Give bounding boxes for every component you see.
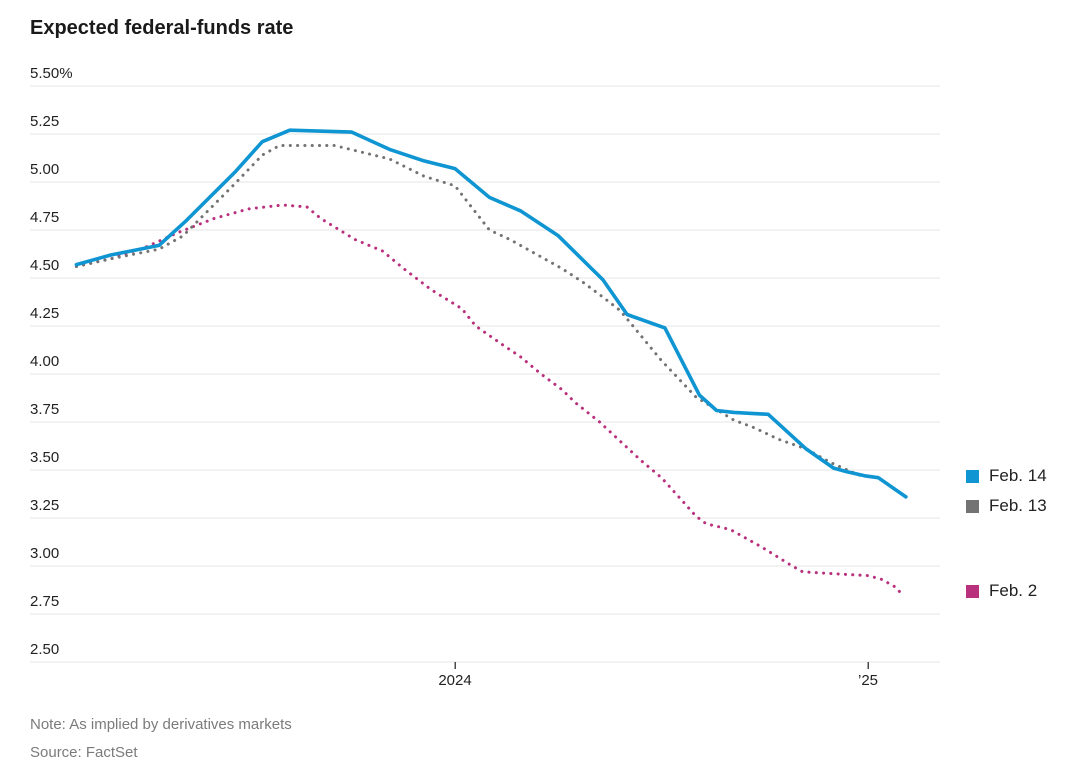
y-axis-tick-label: 3.25 [30, 497, 60, 514]
y-axis-tick-label: 3.75 [30, 401, 60, 418]
x-axis-tick-label: ’25 [857, 672, 879, 689]
x-axis-tick-label: 2024 [438, 672, 472, 689]
chart-source: Source: FactSet [30, 744, 138, 761]
y-axis-tick-label: 4.25 [30, 305, 60, 322]
legend-item-feb-14: Feb. 14 [966, 464, 1047, 488]
series-line-feb-2 [74, 203, 904, 597]
series-line-feb-13 [74, 144, 863, 478]
y-axis-tick-label: 4.50 [30, 257, 60, 274]
chart-note: Note: As implied by derivatives markets [30, 716, 292, 733]
y-axis-tick-label: 2.75 [30, 593, 60, 610]
legend-item-feb-2: Feb. 2 [966, 579, 1037, 603]
chart-title: Expected federal-funds rate [30, 17, 294, 39]
legend-swatch-icon [966, 584, 979, 598]
y-axis-tick-label: 4.00 [30, 353, 60, 370]
legend-label: Feb. 13 [989, 496, 1047, 515]
y-axis-tick-label: 3.50 [30, 449, 60, 466]
legend-label: Feb. 2 [989, 581, 1038, 600]
legend-swatch-icon [966, 469, 979, 483]
y-axis-tick-label: 5.25 [30, 113, 60, 130]
legend-item-feb-13: Feb. 13 [966, 494, 1047, 518]
y-axis-tick-label: 5.00 [30, 161, 60, 178]
legend-swatch-icon [966, 499, 979, 513]
y-axis-tick-label: 2.50 [30, 641, 60, 658]
y-axis-tick-label: 5.50% [30, 65, 73, 82]
y-axis-tick-label: 4.75 [30, 209, 60, 226]
legend-label: Feb. 14 [989, 466, 1047, 485]
series-line-feb-14 [74, 128, 908, 499]
y-axis-tick-label: 3.00 [30, 545, 60, 562]
